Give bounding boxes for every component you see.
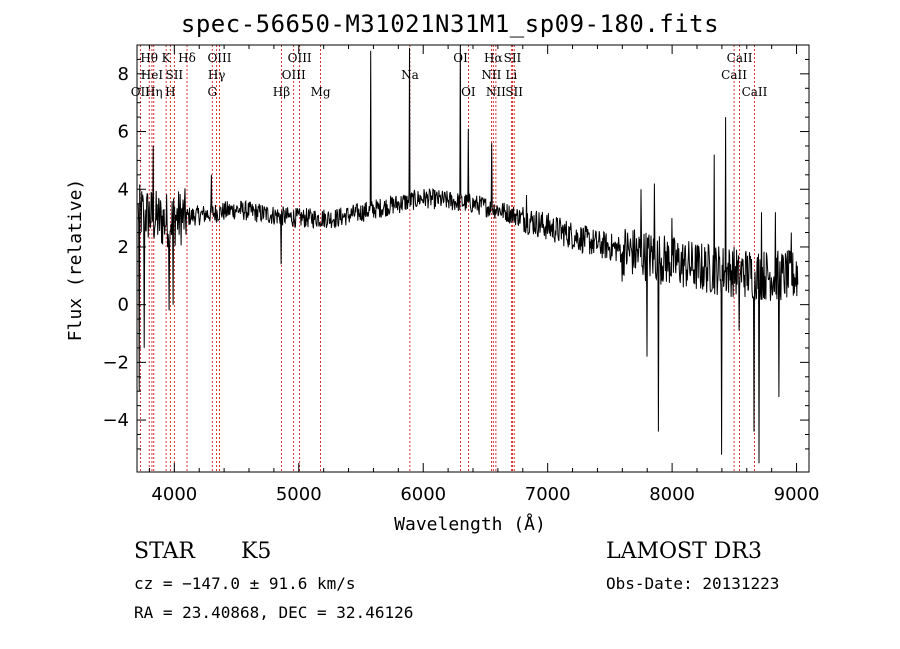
y-tick-label: 6 xyxy=(118,122,129,143)
x-tick-label: 9000 xyxy=(774,484,820,505)
star-subclass: K5 xyxy=(241,539,272,564)
x-tick-label: 6000 xyxy=(400,484,446,505)
line-label: Hη xyxy=(145,85,163,99)
y-tick-label: 8 xyxy=(118,64,129,85)
y-tick-label: 2 xyxy=(118,237,129,258)
line-label: K xyxy=(162,51,172,65)
line-label: Mg xyxy=(311,85,331,99)
coordinates: RA = 23.40868, DEC = 32.46126 xyxy=(134,603,414,622)
line-label: SII xyxy=(505,85,523,99)
x-tick-label: 7000 xyxy=(525,484,571,505)
line-markers xyxy=(139,45,755,472)
spectrum-line xyxy=(137,44,799,464)
x-tick-label: 4000 xyxy=(151,484,197,505)
line-label: NII xyxy=(486,85,506,99)
line-label: NII xyxy=(481,68,501,82)
chart-title: spec-56650-M31021N31M1_sp09-180.fits xyxy=(180,10,720,38)
line-label: Na xyxy=(401,68,419,82)
line-label: OIII xyxy=(207,51,231,65)
x-axis-label: Wavelength (Å) xyxy=(394,513,546,535)
y-tick-label: −4 xyxy=(102,410,129,431)
line-label: OI xyxy=(453,51,468,65)
y-tick-label: −2 xyxy=(102,352,129,373)
line-label: H xyxy=(165,85,175,99)
y-axis-ticks: −4 −2 0 2 4 6 8 xyxy=(102,58,809,450)
line-label: Hβ xyxy=(273,85,290,99)
line-label: OIII xyxy=(288,51,312,65)
y-tick-label: 0 xyxy=(118,295,129,316)
x-tick-label: 5000 xyxy=(276,484,322,505)
velocity: cz = −147.0 ± 91.6 km/s xyxy=(134,574,356,593)
line-label: HeI xyxy=(141,68,164,82)
line-label: OII xyxy=(131,85,151,99)
obs-date: Obs-Date: 20131223 xyxy=(606,574,780,593)
survey-name: LAMOST DR3 xyxy=(606,539,762,564)
line-label: Hγ xyxy=(208,68,226,82)
line-label: CaII xyxy=(721,68,747,82)
line-label: G xyxy=(207,85,217,99)
line-label: Li xyxy=(505,68,517,82)
line-label: CaII xyxy=(742,85,768,99)
star-class: STAR xyxy=(134,539,195,564)
y-tick-label: 4 xyxy=(118,179,129,200)
line-label: OIII xyxy=(282,68,306,82)
line-label: Hδ xyxy=(178,51,196,65)
line-label: OI xyxy=(461,85,476,99)
x-tick-label: 8000 xyxy=(649,484,695,505)
line-label: SII xyxy=(504,51,522,65)
line-label: SII xyxy=(165,68,183,82)
line-label: CaII xyxy=(727,51,753,65)
line-label: Hα xyxy=(484,51,503,65)
line-label: Hθ xyxy=(140,51,158,65)
x-axis-ticks: 4000 5000 6000 7000 8000 9000 xyxy=(148,45,820,505)
y-axis-label: Flux (relative) xyxy=(65,179,86,342)
line-labels: OII Hθ HeI Hη K SII H Hδ OIII Hγ G OIII OIII Hβ Mg Na OI… xyxy=(131,51,768,99)
